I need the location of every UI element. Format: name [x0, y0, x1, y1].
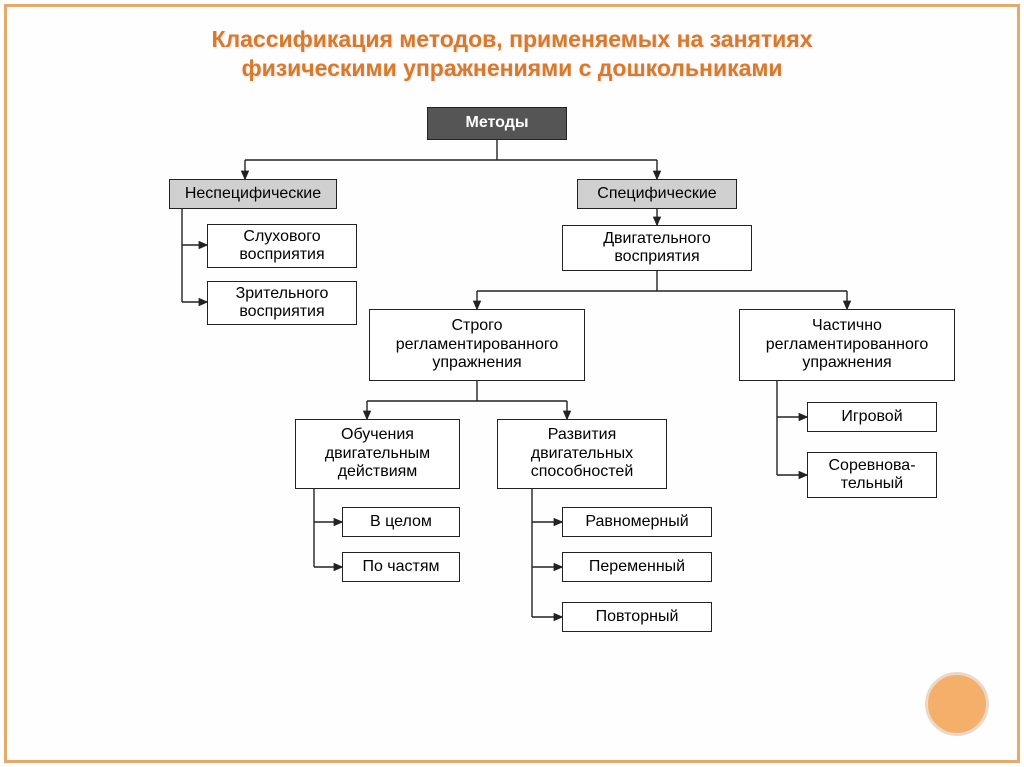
node-game: Игровой: [807, 402, 937, 432]
diagram-canvas: Методы Неспецифические Специфические Слу…: [7, 7, 1017, 760]
node-nonspecific: Неспецифические: [169, 179, 337, 209]
node-variable: Переменный: [562, 552, 712, 582]
node-strictly-regulated: Строго регламентированного упражнения: [369, 309, 585, 381]
node-visual: Зрительного восприятия: [207, 281, 357, 325]
node-motor-perception: Двигательного восприятия: [562, 225, 752, 271]
node-partially-regulated: Частично регламентированного упражнения: [739, 309, 955, 381]
node-develop-abilities: Развития двигательных способностей: [497, 419, 667, 489]
node-auditory: Слухового восприятия: [207, 224, 357, 268]
decorative-circle-icon: [925, 672, 989, 736]
node-root: Методы: [427, 107, 567, 140]
node-repeated: Повторный: [562, 602, 712, 632]
node-uniform: Равномерный: [562, 507, 712, 537]
node-whole: В целом: [342, 507, 460, 537]
node-specific: Специфические: [577, 179, 737, 209]
node-learning-actions: Обучения двигательным действиям: [295, 419, 460, 489]
node-competitive: Соревнова- тельный: [807, 452, 937, 498]
node-parts: По частям: [342, 552, 460, 582]
